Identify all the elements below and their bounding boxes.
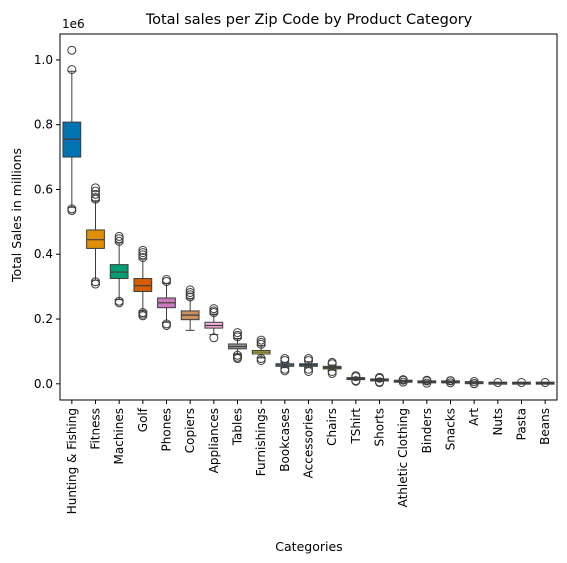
x-tick-label: Beans — [538, 408, 552, 445]
outlier-point — [280, 355, 290, 365]
outlier-point — [209, 304, 219, 314]
outlier-point — [398, 377, 408, 387]
outlier-point — [233, 332, 242, 342]
outlier-point — [422, 376, 432, 386]
outlier-point — [138, 248, 148, 258]
x-tick-label: Tables — [231, 408, 245, 446]
outlier-point — [256, 339, 266, 349]
outlier-point — [91, 194, 100, 204]
y-tick-label: 0.4 — [34, 247, 53, 261]
outlier-point — [280, 366, 290, 376]
outlier-point — [446, 378, 455, 388]
outlier-point — [256, 335, 266, 345]
outlier-point — [327, 368, 337, 378]
box — [133, 278, 153, 292]
x-axis-label: Categories — [275, 539, 342, 554]
x-tick-label: Appliances — [207, 408, 221, 473]
x-tick-label: Fitness — [89, 408, 103, 450]
outlier-point — [114, 231, 124, 241]
outlier-point — [185, 292, 195, 302]
x-tick-label: Furnishings — [254, 408, 268, 476]
y-tick-label: 0.6 — [34, 182, 53, 196]
x-tick-label: Phones — [160, 408, 174, 451]
outlier-point — [138, 250, 148, 260]
x-tick-label: Hunting & Fishing — [65, 408, 79, 514]
y-tick-label: 0.0 — [34, 377, 53, 391]
outlier-point — [375, 378, 384, 388]
x-tick-label: Copiers — [183, 408, 197, 453]
y-tick-label: 0.8 — [34, 118, 53, 132]
x-tick-label: Nuts — [491, 408, 505, 436]
outlier-point — [114, 298, 124, 308]
y-offset-label: 1e6 — [62, 17, 85, 31]
outlier-point — [138, 252, 148, 262]
outlier-point — [91, 189, 100, 199]
x-tick-label: Bookcases — [278, 408, 292, 472]
outlier-point — [233, 328, 242, 338]
x-tick-label: Athletic Clothing — [396, 408, 410, 507]
outlier-point — [185, 287, 195, 297]
x-tick-label: TShirt — [349, 408, 363, 445]
outlier-point — [375, 373, 384, 383]
outlier-point — [469, 379, 479, 389]
outlier-point — [209, 308, 219, 318]
outlier-point — [138, 311, 148, 321]
outlier-point — [67, 206, 77, 216]
outlier-point — [162, 276, 171, 286]
outlier-point — [162, 321, 171, 331]
x-tick-label: Binders — [420, 408, 434, 453]
outlier-point — [91, 277, 100, 287]
outlier-point — [517, 378, 526, 388]
x-tick-label: Snacks — [444, 408, 458, 450]
outlier-point — [91, 279, 100, 289]
outlier-point — [185, 285, 195, 295]
x-tick-label: Golf — [136, 407, 150, 432]
outlier-point — [256, 355, 266, 365]
x-tick-label: Pasta — [515, 408, 529, 440]
x-tick-label: Art — [467, 408, 481, 426]
outlier-point — [422, 378, 432, 388]
axes-frame — [59, 33, 558, 401]
outlier-point — [304, 355, 313, 365]
outlier-point — [91, 183, 100, 193]
outlier-point — [114, 234, 124, 244]
outlier-point — [138, 245, 148, 255]
outlier-point — [209, 333, 219, 343]
x-tick-label: Chairs — [325, 408, 339, 446]
outlier-point — [493, 378, 503, 388]
chart-title: Total sales per Zip Code by Product Cate… — [145, 12, 473, 28]
x-tick-label: Shorts — [373, 408, 387, 446]
y-axis-label: Total Sales in millions — [9, 148, 24, 283]
outlier-point — [114, 236, 124, 246]
outlier-point — [67, 65, 77, 75]
outlier-point — [67, 45, 77, 55]
outlier-point — [540, 378, 550, 388]
x-tick-label: Accessories — [302, 408, 316, 478]
outlier-point — [351, 372, 361, 382]
plot-area: 0.0 0.2 0.4 0.6 0.8 1.0 Hunting & Fishing Fitne… — [34, 45, 555, 514]
outlier-point — [185, 290, 195, 300]
outlier-point — [304, 364, 313, 374]
x-tick-label: Machines — [112, 408, 126, 464]
y-tick-label: 0.2 — [34, 312, 53, 326]
y-tick-label: 1.0 — [34, 53, 53, 67]
outlier-point — [351, 376, 361, 386]
outlier-point — [233, 354, 242, 364]
outlier-point — [304, 366, 313, 376]
